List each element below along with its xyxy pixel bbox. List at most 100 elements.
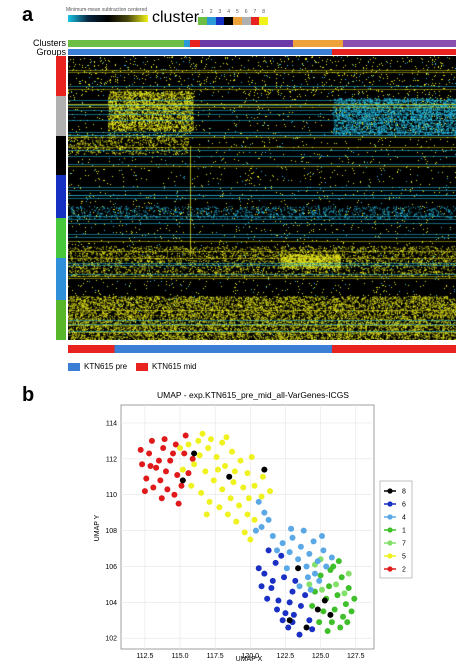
umap-point-cluster-4 — [261, 509, 268, 516]
legend-marker — [387, 514, 393, 520]
axis-ticks: 112.5 115.0 117.5 120.0 122.5 125.0 127.5 102 10… — [105, 420, 364, 660]
umap-point-cluster-6 — [264, 595, 271, 602]
x-tick-label: 127.5 — [347, 653, 365, 660]
umap-point-cluster-2 — [174, 471, 181, 478]
umap-point-cluster-2 — [161, 436, 168, 443]
umap-point-cluster-1 — [338, 574, 345, 581]
umap-point-cluster-5 — [247, 536, 254, 543]
umap-point-cluster-6 — [309, 626, 316, 633]
umap-point-cluster-8 — [179, 477, 186, 484]
legend-marker — [387, 540, 393, 546]
colorbar-label: Minimum-mean subtraction centered — [66, 7, 148, 13]
umap-point-cluster-7 — [345, 570, 352, 577]
cluster-annotation-segment — [199, 40, 293, 47]
legend-marker — [387, 488, 393, 494]
umap-point-cluster-1 — [317, 572, 324, 579]
umap-point-cluster-2 — [181, 450, 188, 457]
legend-marker — [387, 527, 393, 533]
umap-point-cluster-2 — [162, 468, 169, 475]
umap-point-cluster-1 — [334, 592, 341, 599]
umap-point-cluster-1 — [335, 558, 342, 565]
y-tick-label: 104 — [105, 600, 117, 607]
umap-point-cluster-5 — [229, 448, 236, 455]
umap-point-cluster-5 — [188, 482, 195, 489]
umap-point-cluster-4 — [288, 525, 295, 532]
umap-point-cluster-1 — [331, 606, 338, 613]
group-legend-pre-label: KTN615 pre — [84, 362, 128, 371]
legend-label: 7 — [402, 541, 406, 548]
umap-point-cluster-5 — [199, 430, 206, 437]
umap-point-cluster-6 — [255, 565, 262, 572]
umap-point-cluster-5 — [222, 463, 229, 469]
umap-point-cluster-1 — [327, 567, 334, 574]
umap-point-cluster-1 — [345, 585, 352, 591]
umap-point-cluster-1 — [348, 608, 355, 615]
umap-point-cluster-5 — [245, 495, 252, 502]
groups-row-label: Groups — [36, 47, 66, 57]
y-tick-label: 114 — [106, 420, 117, 427]
umap-point-cluster-6 — [258, 583, 265, 590]
umap-point-cluster-7 — [318, 586, 325, 593]
umap-point-cluster-6 — [275, 597, 282, 604]
y-tick-label: 108 — [105, 528, 117, 535]
umap-point-cluster-1 — [326, 583, 333, 590]
cluster-legend-tick: 2 — [209, 9, 213, 15]
legend-label: 8 — [402, 489, 406, 496]
umap-point-cluster-2 — [167, 457, 174, 464]
umap-point-cluster-5 — [213, 454, 220, 461]
cluster-legend-tick: 4 — [227, 9, 231, 15]
umap-point-cluster-5 — [206, 498, 213, 505]
umap-point-cluster-5 — [236, 502, 243, 509]
y-tick-label: 112 — [106, 456, 117, 463]
umap-point-cluster-5 — [231, 468, 238, 475]
umap-point-cluster-8 — [286, 617, 293, 624]
row-cluster-segment — [56, 300, 66, 340]
cluster-annotation-segment — [68, 40, 185, 47]
row-cluster-strip — [56, 56, 66, 340]
umap-point-cluster-1 — [309, 602, 316, 609]
umap-point-cluster-4 — [306, 550, 313, 557]
umap-point-cluster-5 — [203, 511, 210, 518]
umap-point-cluster-4 — [296, 583, 303, 590]
x-axis-label: UMAP X — [236, 656, 263, 663]
cluster-legend-tick: 3 — [218, 9, 222, 15]
umap-point-cluster-5 — [191, 461, 198, 468]
umap-point-cluster-2 — [189, 455, 196, 462]
umap-point-cluster-5 — [251, 482, 258, 489]
umap-point-cluster-5 — [210, 477, 217, 484]
cluster-legend-tick: 5 — [235, 9, 239, 15]
umap-point-cluster-4 — [316, 577, 323, 584]
umap-point-cluster-5 — [227, 495, 234, 502]
cluster-legend-tick: 6 — [244, 9, 248, 15]
cluster-legend-tick: 7 — [253, 9, 257, 15]
umap-point-cluster-5 — [233, 518, 240, 525]
umap-point-cluster-2 — [143, 475, 150, 482]
umap-point-cluster-2 — [153, 464, 160, 471]
group-legend-mid-label: KTN615 mid — [152, 362, 197, 371]
umap-point-cluster-2 — [139, 461, 146, 468]
umap-point-cluster-2 — [185, 470, 192, 477]
umap-point-cluster-6 — [290, 611, 297, 618]
umap-point-cluster-2 — [150, 484, 157, 491]
x-tick-label: 120.0 — [242, 653, 260, 660]
umap-point-cluster-2 — [147, 463, 154, 469]
umap-point-cluster-5 — [258, 493, 265, 500]
umap-point-cluster-7 — [306, 581, 313, 588]
umap-point-cluster-5 — [214, 466, 221, 473]
group-legend-pre: KTN615 pre — [68, 362, 127, 371]
umap-point-cluster-8 — [327, 611, 334, 618]
umap-point-cluster-5 — [205, 445, 212, 452]
umap-point-cluster-6 — [279, 617, 286, 624]
x-tick-label: 125.0 — [312, 653, 330, 660]
umap-point-cluster-5 — [207, 436, 214, 443]
cluster-legend-title: cluster — [152, 9, 200, 26]
umap-point-cluster-5 — [248, 454, 255, 461]
umap-point-cluster-4 — [279, 540, 286, 547]
umap-point-cluster-5 — [244, 470, 251, 477]
umap-point-cluster-4 — [265, 516, 272, 523]
umap-point-cluster-2 — [164, 486, 171, 493]
umap-point-cluster-6 — [265, 547, 272, 554]
umap-point-cluster-2 — [182, 432, 189, 439]
umap-point-cluster-2 — [137, 446, 144, 453]
umap-point-cluster-4 — [311, 570, 318, 577]
